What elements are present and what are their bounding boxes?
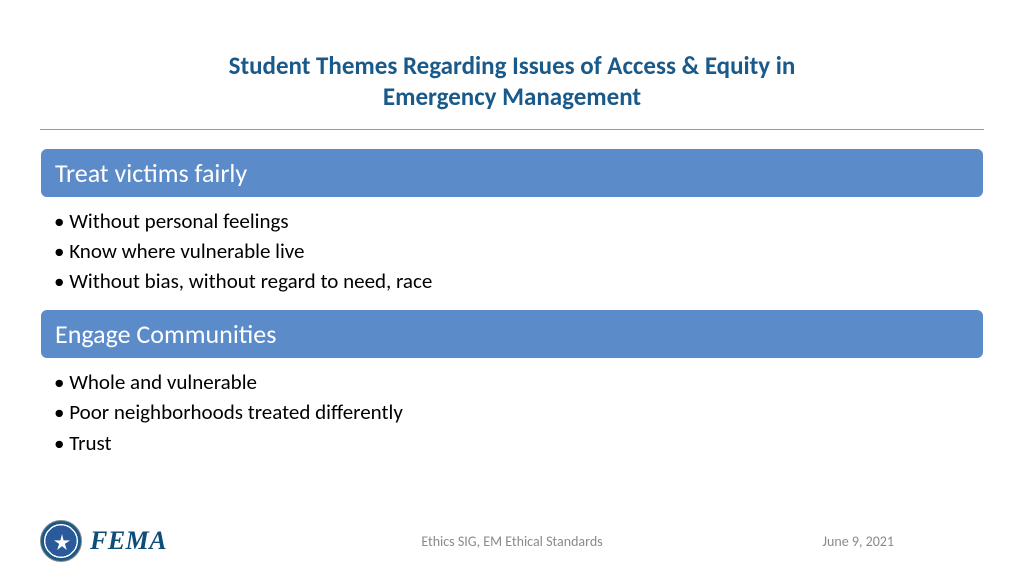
bullet-item: Poor neighborhoods treated differently xyxy=(54,397,970,427)
theme-header-1: Treat victims fairly xyxy=(40,148,984,198)
bullet-item: Know where vulnerable live xyxy=(54,236,970,266)
fema-logo: FEMA xyxy=(40,520,167,562)
title-divider xyxy=(40,129,984,130)
bullet-item: Trust xyxy=(54,428,970,458)
footer: FEMA Ethics SIG, EM Ethical Standards Ju… xyxy=(40,520,984,562)
content-area: Treat victims fairly Without personal fe… xyxy=(0,148,1024,471)
bullet-item: Without bias, without regard to need, ra… xyxy=(54,266,970,296)
fema-wordmark: FEMA xyxy=(90,526,167,556)
theme-header-1-text: Treat victims fairly xyxy=(55,157,247,189)
theme-2-bullets: Whole and vulnerable Poor neighborhoods … xyxy=(40,359,984,470)
title-line-1: Student Themes Regarding Issues of Acces… xyxy=(229,50,796,81)
footer-center-text: Ethics SIG, EM Ethical Standards xyxy=(421,533,602,550)
slide-title: Student Themes Regarding Issues of Acces… xyxy=(0,0,1024,123)
theme-header-2-text: Engage Communities xyxy=(55,318,276,350)
bullet-item: Without personal feelings xyxy=(54,206,970,236)
dhs-seal-icon xyxy=(40,520,82,562)
theme-header-2: Engage Communities xyxy=(40,309,984,359)
theme-1-bullets: Without personal feelings Know where vul… xyxy=(40,198,984,309)
title-line-2: Emergency Management xyxy=(383,81,641,112)
footer-date: June 9, 2021 xyxy=(823,533,894,550)
bullet-item: Whole and vulnerable xyxy=(54,367,970,397)
